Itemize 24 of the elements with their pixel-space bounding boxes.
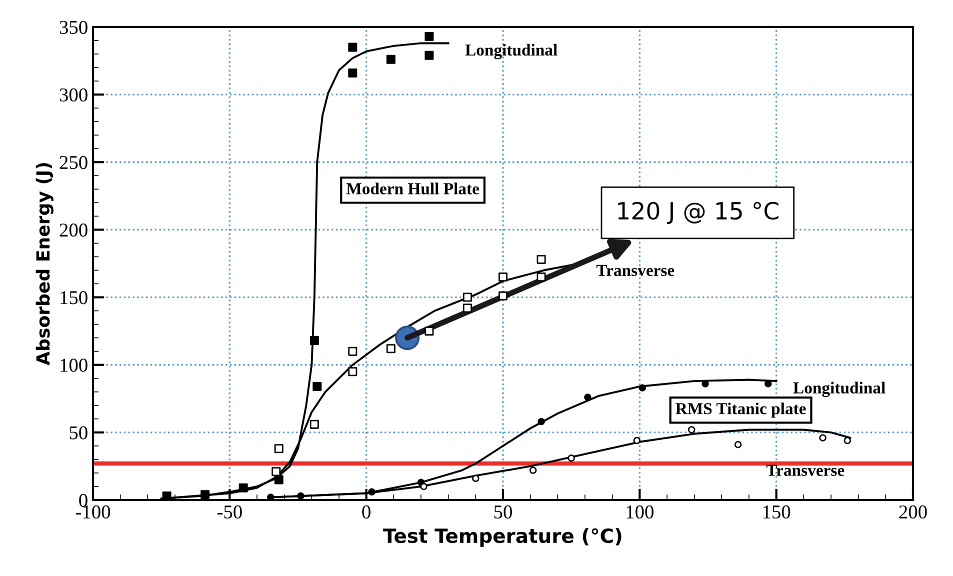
x-tick-label: 200: [899, 505, 927, 519]
x-tick-label: -100: [76, 505, 110, 519]
y-tick-label: 200: [60, 224, 88, 237]
x-tick-label: -50: [217, 505, 242, 519]
annotation: RMS Titanic plate: [676, 402, 806, 418]
annotation: 120 J @ 15 °C: [618, 202, 778, 224]
x-axis-title: Test Temperature (°C): [383, 528, 622, 547]
y-axis-title: Absorbed Energy (J): [36, 163, 54, 366]
y-tick-label: 300: [60, 88, 88, 102]
series-label: Longitudinal: [465, 44, 558, 60]
series-label: Longitudinal: [793, 382, 886, 398]
y-tick-label: 350: [60, 20, 88, 34]
x-tick-label: 0: [362, 505, 370, 519]
x-tick-label: 150: [763, 505, 790, 519]
series-label: Transverse: [766, 464, 844, 476]
series-label: Transverse: [596, 264, 674, 276]
y-tick-label: 50: [70, 426, 88, 440]
x-tick-label: 100: [626, 505, 654, 519]
y-tick-label: 100: [60, 358, 88, 372]
annotation: Modern Hull Plate: [346, 182, 480, 194]
y-tick-label: 250: [60, 156, 88, 170]
y-tick-label: 0: [79, 494, 88, 507]
x-tick-label: 50: [494, 505, 512, 519]
y-tick-label: 150: [60, 291, 88, 304]
